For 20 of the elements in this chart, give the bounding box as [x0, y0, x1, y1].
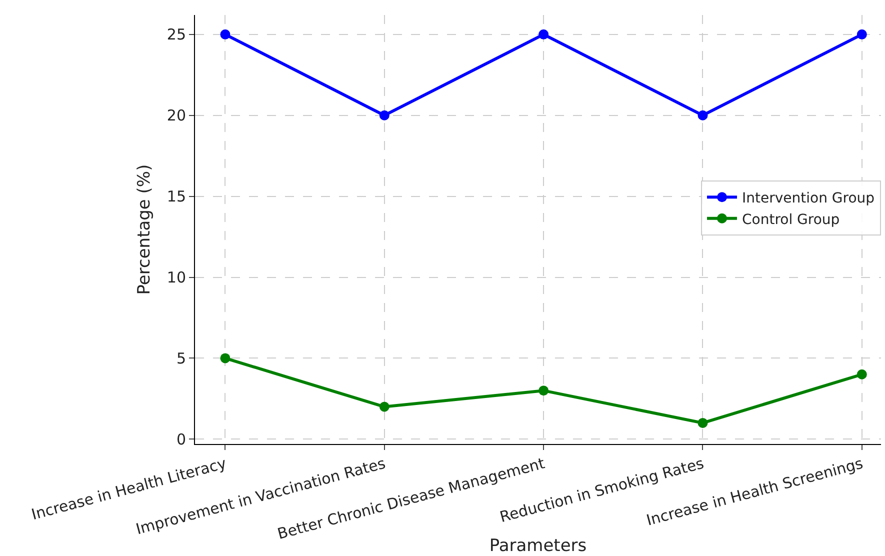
point [538, 386, 549, 396]
point [538, 29, 549, 40]
y-tick-label: 25 [166, 26, 186, 44]
point [856, 369, 867, 380]
point [379, 110, 390, 120]
y-axis-title: Percentage (%) [134, 164, 154, 295]
y-tick-label: 20 [166, 106, 186, 125]
y-tick-label: 0 [176, 430, 186, 448]
x-axis-title: Parameters [489, 536, 587, 556]
legend-label: Intervention Group [742, 190, 875, 207]
point [698, 110, 708, 120]
point [698, 418, 708, 428]
y-tick-label: 5 [176, 349, 186, 368]
y-tick-label: 15 [166, 188, 186, 206]
legend-label: Control Group [742, 212, 840, 228]
y-tick-label: 10 [166, 268, 186, 287]
point [379, 402, 390, 412]
point [220, 353, 230, 364]
point [856, 29, 867, 40]
point [220, 29, 230, 40]
